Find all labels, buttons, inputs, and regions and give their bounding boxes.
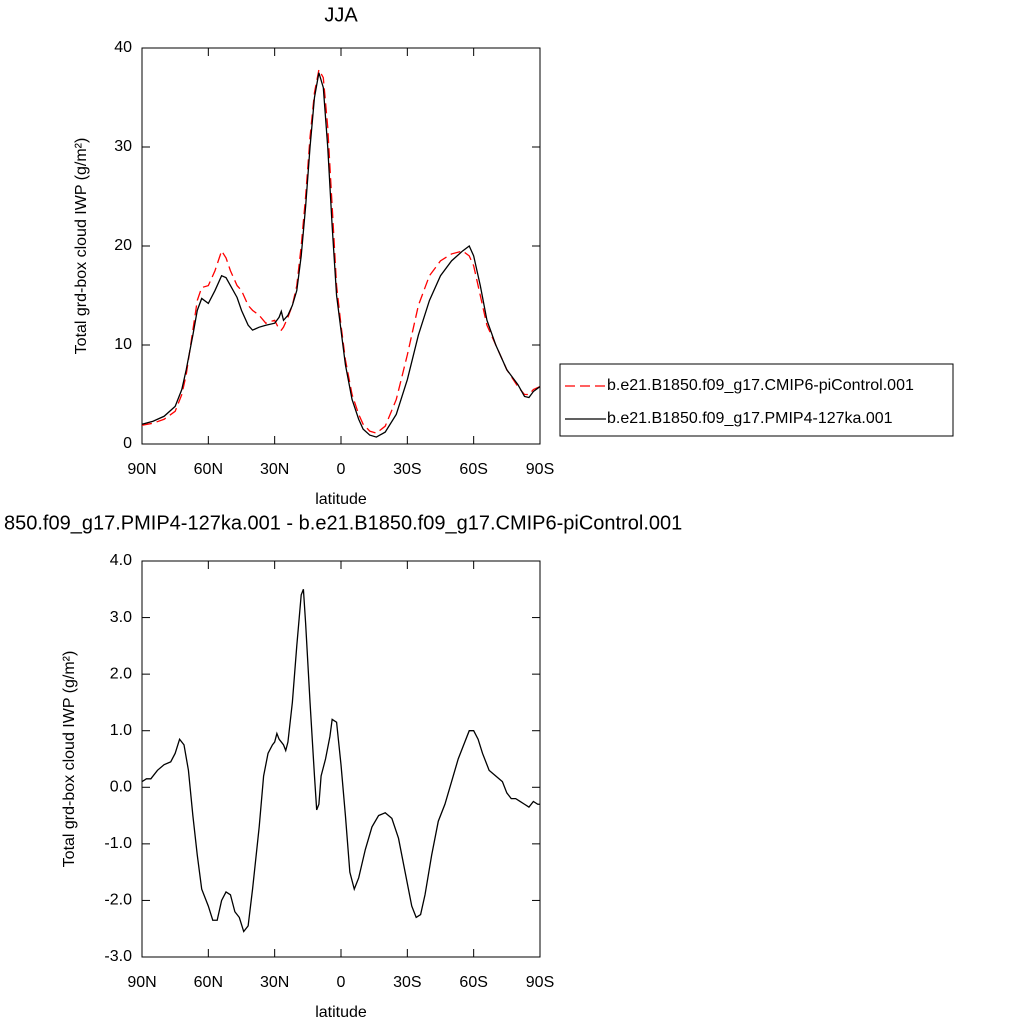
x-tick-label: 30S <box>393 461 421 478</box>
x-axis-label: latitude <box>315 1004 367 1021</box>
y-tick-label: 3.0 <box>110 609 132 626</box>
x-tick-label: 60S <box>459 461 487 478</box>
data-line <box>141 589 540 933</box>
y-tick-label: -1.0 <box>104 835 132 852</box>
y-axis-label: Total grd-box cloud IWP (g/m²) <box>61 651 78 868</box>
legend-box <box>559 363 954 437</box>
y-tick-label: 20 <box>114 237 132 254</box>
y-tick-label: 4.0 <box>110 552 132 569</box>
y-tick-label: -3.0 <box>104 948 132 965</box>
x-tick-label: 90N <box>127 461 156 478</box>
y-tick-label: -2.0 <box>104 892 132 909</box>
chart-title: JJA <box>324 4 358 26</box>
x-tick-label: 0 <box>337 974 346 991</box>
y-tick-label: 0 <box>123 435 132 452</box>
data-line <box>141 67 541 434</box>
x-tick-label: 0 <box>337 461 346 478</box>
plot-frame <box>141 47 541 445</box>
data-line <box>141 72 541 438</box>
x-axis-label: latitude <box>315 491 367 508</box>
legend-label: b.e21.B1850.f09_g17.CMIP6-piControl.001 <box>607 377 914 394</box>
x-tick-label: 60S <box>459 974 487 991</box>
y-tick-label: 0.0 <box>110 779 132 796</box>
x-tick-label: 90S <box>526 974 554 991</box>
x-tick-label: 30N <box>260 461 289 478</box>
legend-label: b.e21.B1850.f09_g17.PMIP4-127ka.001 <box>607 410 893 427</box>
y-tick-label: 1.0 <box>110 722 132 739</box>
x-tick-label: 90N <box>127 974 156 991</box>
y-tick-label: 30 <box>114 138 132 155</box>
x-tick-label: 30N <box>260 974 289 991</box>
x-tick-label: 90S <box>526 461 554 478</box>
y-axis-label: Total grd-box cloud IWP (g/m²) <box>73 138 90 355</box>
chart-title: 850.f09_g17.PMIP4-127ka.001 - b.e21.B185… <box>4 512 682 534</box>
x-tick-label: 60N <box>194 974 223 991</box>
y-tick-label: 2.0 <box>110 665 132 682</box>
x-tick-label: 30S <box>393 974 421 991</box>
x-tick-label: 60N <box>194 461 223 478</box>
y-tick-label: 10 <box>114 336 132 353</box>
y-tick-label: 40 <box>114 39 132 56</box>
